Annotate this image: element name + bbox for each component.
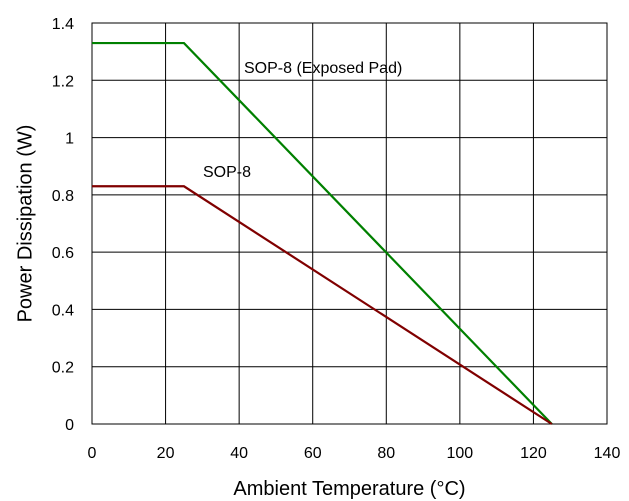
x-tick-label: 20 xyxy=(157,445,175,462)
y-tick-label: 0 xyxy=(65,417,74,434)
series-lines xyxy=(92,41,553,425)
x-tick-label: 120 xyxy=(520,445,547,462)
y-tick-label: 0.4 xyxy=(52,302,74,319)
y-tick-label: 0.6 xyxy=(52,245,74,262)
x-tick-label: 0 xyxy=(88,445,97,462)
x-tick-label: 60 xyxy=(304,445,322,462)
x-tick-labels: 0 20 40 60 80 100 120 140 xyxy=(88,445,621,462)
annotation-sop8: SOP-8 xyxy=(203,164,251,181)
x-tick-label: 100 xyxy=(447,445,474,462)
y-tick-label: 1.2 xyxy=(52,73,74,90)
y-tick-label: 1.4 xyxy=(52,16,74,33)
x-tick-label: 40 xyxy=(230,445,248,462)
grid xyxy=(91,22,608,425)
x-axis-label: Ambient Temperature (°C) xyxy=(233,478,465,500)
y-tick-label: 1 xyxy=(65,131,74,148)
y-tick-label: 0.8 xyxy=(52,188,74,205)
y-tick-labels: 0 0.2 0.4 0.6 0.8 1 1.2 1.4 xyxy=(52,16,74,434)
annotation-sop8-exposed-pad: SOP-8 (Exposed Pad) xyxy=(244,60,402,77)
x-tick-label: 140 xyxy=(594,445,621,462)
x-tick-label: 80 xyxy=(377,445,395,462)
series-line-sop8-exposed-pad xyxy=(92,41,553,425)
plot-frame xyxy=(91,22,608,425)
series-line-sop8 xyxy=(92,185,553,425)
y-tick-label: 0.2 xyxy=(52,360,74,377)
y-axis-label: Power Dissipation (W) xyxy=(14,125,36,323)
